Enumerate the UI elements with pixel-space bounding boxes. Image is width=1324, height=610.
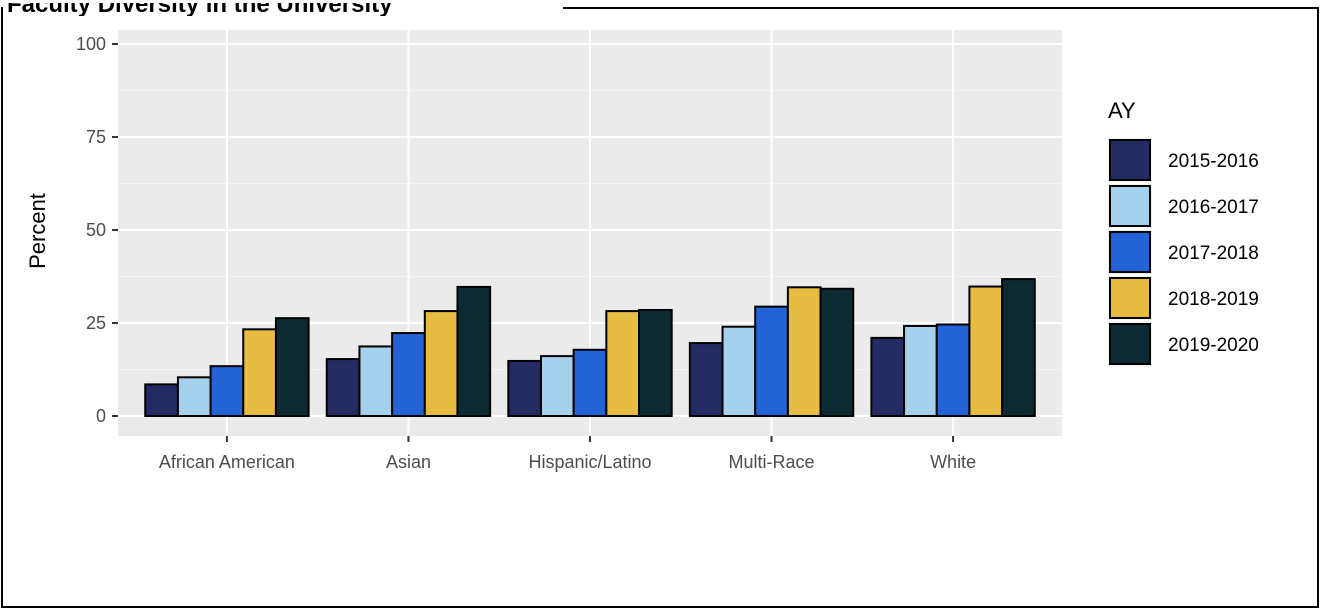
- legend-label: 2018-2019: [1168, 289, 1259, 310]
- legend-swatch: [1109, 231, 1151, 273]
- bar: [176, 376, 212, 418]
- bar: [242, 328, 277, 418]
- legend-title: AY: [1108, 98, 1136, 123]
- legend-swatch: [1109, 185, 1151, 227]
- chart-title-fragment: Faculty Diversity in the University: [3, 3, 563, 16]
- bar: [786, 286, 822, 417]
- bar: [605, 310, 641, 418]
- legend-label: 2015-2016: [1168, 151, 1259, 172]
- y-tick-label: 0: [96, 406, 106, 426]
- x-tick-label: Asian: [386, 452, 431, 472]
- bar: [935, 323, 971, 418]
- bar: [754, 305, 789, 417]
- y-tick-label: 25: [86, 313, 106, 333]
- bar: [325, 358, 361, 418]
- y-axis-title: Percent: [25, 193, 50, 269]
- legend-swatch: [1109, 139, 1151, 181]
- bar: [423, 310, 459, 418]
- bar: [638, 308, 673, 418]
- bar: [456, 285, 492, 417]
- y-tick-label: 50: [86, 220, 106, 240]
- bar: [688, 342, 724, 418]
- y-axis: 0 25 50 75 100: [76, 34, 118, 426]
- bars-group: [144, 278, 1036, 418]
- y-tick-label: 75: [86, 127, 106, 147]
- bar: [274, 317, 310, 417]
- bar: [572, 348, 608, 417]
- chart-title-text: Faculty Diversity in the University: [3, 3, 563, 16]
- legend-swatch: [1109, 323, 1151, 365]
- legend-label: 2016-2017: [1168, 197, 1259, 218]
- x-tick-label: Multi-Race: [729, 452, 815, 472]
- legend-label: 2017-2018: [1168, 243, 1259, 264]
- x-tick-label: White: [930, 452, 976, 472]
- bar: [144, 383, 179, 418]
- legend-label: 2019-2020: [1168, 335, 1259, 356]
- x-tick-label: African American: [159, 452, 295, 472]
- bar: [819, 287, 855, 417]
- y-tick-label: 100: [76, 34, 106, 54]
- bar: [358, 345, 394, 418]
- bar: [539, 355, 575, 417]
- x-axis: African American Asian Hispanic/Latino Mult…: [159, 436, 976, 472]
- legend-swatch: [1109, 277, 1151, 319]
- x-tick-label: Hispanic/Latino: [528, 452, 651, 472]
- bar: [968, 285, 1004, 417]
- bar: [870, 336, 906, 418]
- bar: [391, 332, 426, 418]
- bar: [721, 325, 757, 417]
- legend: AY 2015-2016 2016-2017 2017-2018 2018-2019 2…: [1108, 98, 1259, 366]
- bar: [903, 324, 938, 418]
- bar: [209, 365, 245, 418]
- bar: [1001, 278, 1036, 417]
- bar: [507, 359, 542, 417]
